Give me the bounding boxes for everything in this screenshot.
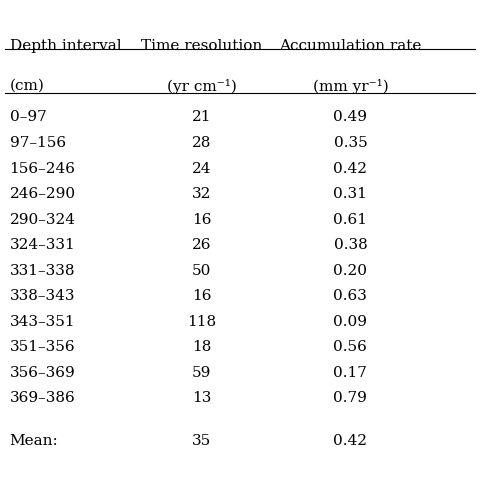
Text: 338–343: 338–343 [10,289,75,303]
Text: 0.61: 0.61 [334,213,367,227]
Text: 0–97: 0–97 [10,110,47,125]
Text: 16: 16 [192,289,211,303]
Text: 32: 32 [192,187,211,201]
Text: 0.31: 0.31 [334,187,367,201]
Text: 324–331: 324–331 [10,238,75,252]
Text: 0.35: 0.35 [334,136,367,150]
Text: 0.42: 0.42 [334,434,367,448]
Text: 343–351: 343–351 [10,315,75,329]
Text: (mm yr⁻¹): (mm yr⁻¹) [312,79,388,94]
Text: 35: 35 [192,434,211,448]
Text: 21: 21 [192,110,211,125]
Text: Mean:: Mean: [10,434,59,448]
Text: (yr cm⁻¹): (yr cm⁻¹) [167,79,237,94]
Text: 0.09: 0.09 [334,315,367,329]
Text: 118: 118 [187,315,216,329]
Text: 0.17: 0.17 [334,366,367,380]
Text: 26: 26 [192,238,211,252]
Text: 0.38: 0.38 [334,238,367,252]
Text: 0.42: 0.42 [334,162,367,176]
Text: 356–369: 356–369 [10,366,75,380]
Text: 246–290: 246–290 [10,187,76,201]
Text: 331–338: 331–338 [10,264,75,278]
Text: 50: 50 [192,264,211,278]
Text: 351–356: 351–356 [10,340,75,355]
Text: (cm): (cm) [10,79,45,93]
Text: 59: 59 [192,366,211,380]
Text: 0.20: 0.20 [334,264,367,278]
Text: 0.49: 0.49 [334,110,367,125]
Text: 13: 13 [192,391,211,406]
Text: 0.79: 0.79 [334,391,367,406]
Text: 28: 28 [192,136,211,150]
Text: 156–246: 156–246 [10,162,75,176]
Text: Depth interval: Depth interval [10,39,121,54]
Text: 0.63: 0.63 [334,289,367,303]
Text: 24: 24 [192,162,211,176]
Text: 0.56: 0.56 [334,340,367,355]
Text: 369–386: 369–386 [10,391,75,406]
Text: 16: 16 [192,213,211,227]
Text: 97–156: 97–156 [10,136,66,150]
Text: 290–324: 290–324 [10,213,75,227]
Text: Time resolution: Time resolution [141,39,262,54]
Text: Accumulation rate: Accumulation rate [279,39,421,54]
Text: 18: 18 [192,340,211,355]
